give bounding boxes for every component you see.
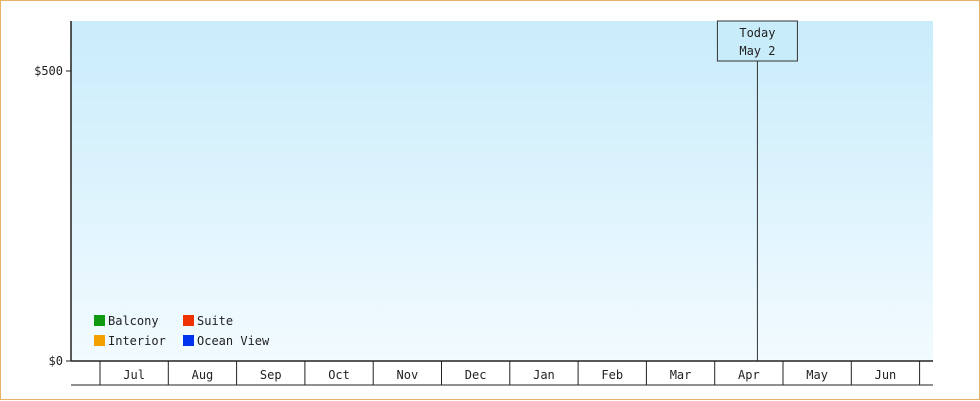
today-marker: Today May 2 [716,20,798,361]
x-tick-label: Nov [397,368,419,382]
legend-swatch [183,335,194,346]
legend-swatch [183,315,194,326]
x-tick-label: Sep [260,368,282,382]
x-tick-label: Feb [601,368,623,382]
plot-area [71,21,933,361]
x-tick-label: Aug [192,368,214,382]
y-axis: $0$500$1,000$1,500$2,000 [34,21,72,368]
today-date: May 2 [739,44,775,58]
x-tick-label: Dec [465,368,487,382]
legend-label: Ocean View [197,334,270,348]
x-tick-label: Jul [123,368,145,382]
y-tick-label: $0 [49,354,63,368]
x-tick-label: May [806,368,828,382]
y-tick-label: $500 [34,64,63,78]
legend-swatch [94,335,105,346]
legend-label: Interior [108,334,166,348]
x-tick-label: Mar [670,368,692,382]
legend: Balcony Suite Interior Ocean View [94,314,270,348]
legend-label: Suite [197,314,233,328]
legend-swatch [94,315,105,326]
x-tick-label: Oct [328,368,350,382]
legend-label: Balcony [108,314,159,328]
x-tick-label: Jun [875,368,897,382]
x-tick-label: Jan [533,368,555,382]
today-box [716,20,798,62]
x-axis: Jul Aug Sep Oct Nov Dec Jan Feb Mar Apr May Jun [71,360,933,386]
x-tick-label: Apr [738,368,760,382]
today-label: Today [739,26,775,40]
